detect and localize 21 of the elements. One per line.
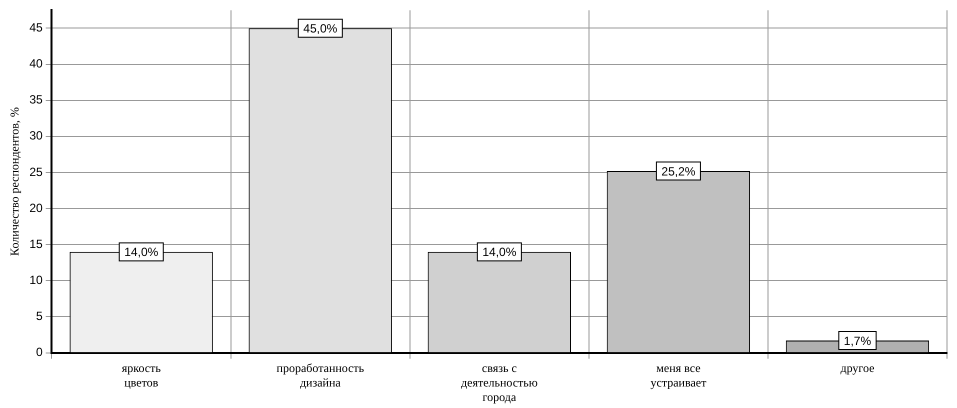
- data-label: 14,0%: [124, 245, 159, 260]
- y-tick-label: 10: [29, 272, 44, 287]
- y-tick-label: 45: [29, 20, 44, 35]
- x-tick-label: меня все устраивает: [650, 361, 708, 390]
- y-tick-label: 0: [36, 345, 44, 360]
- data-label: 1,7%: [844, 334, 872, 348]
- x-tick-label: другое: [840, 361, 874, 376]
- y-axis-title: Количество респондентов, %: [7, 107, 22, 256]
- y-tick-label: 25: [29, 164, 44, 179]
- data-label: 45,0%: [303, 22, 338, 36]
- x-tick-label: связь с деятельностью города: [461, 361, 538, 404]
- x-tick-label: яркость цветов: [122, 361, 162, 390]
- x-tick-label: проработанность дизайна: [276, 361, 365, 390]
- y-tick-label: 5: [36, 309, 44, 324]
- y-tick-label: 35: [29, 92, 44, 107]
- y-tick-label: 15: [29, 236, 44, 251]
- y-tick-label: 40: [29, 56, 44, 71]
- y-tick-label: 20: [29, 200, 44, 215]
- data-label: 25,2%: [661, 164, 696, 178]
- y-tick-label: 30: [29, 128, 44, 143]
- data-label: 14,0%: [482, 245, 517, 260]
